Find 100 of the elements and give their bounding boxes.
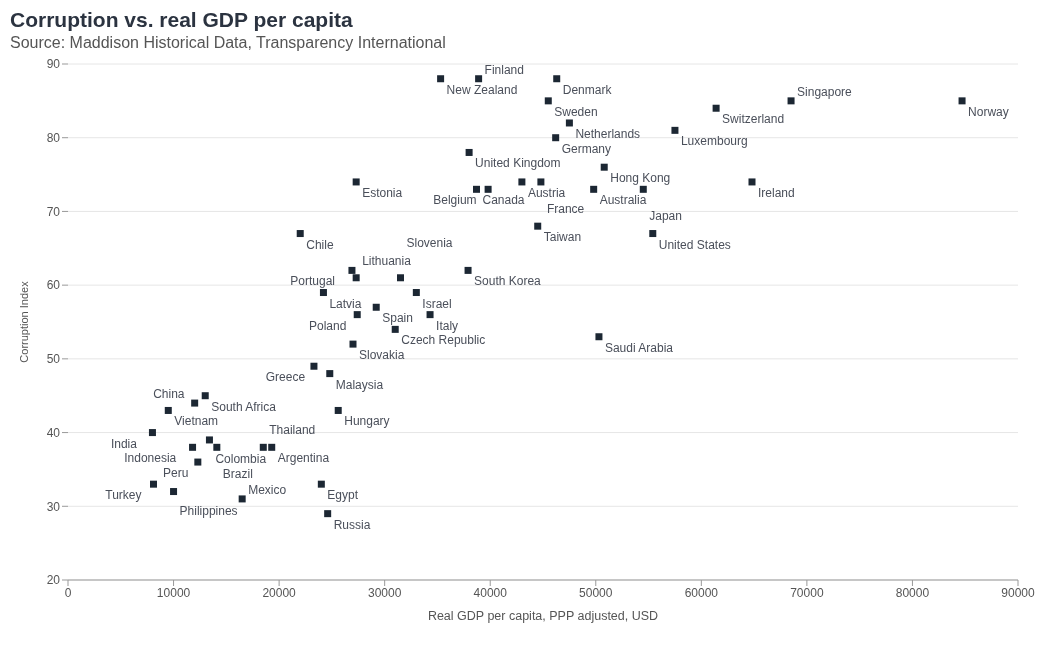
point	[464, 266, 472, 274]
point	[353, 311, 361, 319]
annotation: Hong Kong	[610, 171, 671, 186]
point	[426, 311, 434, 319]
chart-subtitle: Source: Maddison Historical Data, Transparency International	[10, 34, 447, 52]
annotation: Colombia	[215, 451, 267, 466]
annotation: Malaysia	[335, 377, 384, 392]
annotation: New Zealand	[446, 82, 518, 97]
x-axis-title: Real GDP per capita, PPP adjusted, USD	[427, 609, 659, 623]
point	[164, 406, 172, 414]
y-tick-label: 50	[46, 352, 61, 367]
annotation: Sweden	[554, 104, 598, 119]
annotation: Netherlands	[575, 126, 641, 141]
x-tick-label: 70000	[790, 585, 824, 600]
point	[348, 266, 356, 274]
annotation: Brazil	[222, 467, 253, 482]
y-tick-label: 20	[46, 573, 61, 588]
point	[324, 510, 332, 518]
point	[397, 274, 404, 282]
point	[712, 104, 720, 112]
y-tick-label: 80	[46, 130, 61, 145]
annotation: United States	[658, 237, 731, 252]
annotation: Hungary	[344, 414, 390, 429]
y-tick-label: 60	[46, 278, 61, 293]
annotation: Thailand	[269, 423, 316, 438]
x-tick-label: 20000	[262, 585, 297, 600]
point	[296, 230, 304, 238]
annotation: Germany	[561, 141, 612, 156]
annotation: Peru	[163, 466, 189, 481]
annotation: India	[110, 436, 138, 451]
annotation: Denmark	[562, 82, 613, 97]
point	[639, 185, 647, 193]
point	[319, 289, 327, 297]
x-tick-label: 0	[64, 585, 72, 600]
point	[170, 488, 178, 496]
point	[590, 185, 598, 193]
point	[552, 134, 560, 142]
point	[537, 178, 545, 186]
point	[317, 480, 325, 488]
annotation: Belgium	[433, 193, 477, 208]
y-tick-label: 40	[46, 425, 61, 440]
point	[484, 185, 492, 193]
annotation: Norway	[968, 104, 1009, 119]
annotation: Czech Republic	[401, 333, 486, 348]
point	[649, 230, 657, 238]
chart-title: Corruption vs. real GDP per capita	[10, 8, 354, 32]
annotation: Singapore	[797, 84, 853, 99]
point	[600, 163, 608, 171]
annotation: Poland	[309, 318, 347, 333]
point	[352, 178, 360, 186]
annotation: Italy	[436, 318, 459, 333]
point	[534, 222, 542, 230]
x-tick-label: 30000	[367, 585, 402, 600]
annotation: South Africa	[211, 399, 277, 414]
annotation: Taiwan	[543, 230, 582, 245]
annotation: Egypt	[327, 488, 359, 503]
annotation: Slovakia	[359, 348, 405, 363]
point	[475, 75, 483, 83]
annotation: Finland	[484, 62, 524, 77]
point	[201, 392, 209, 400]
point	[194, 458, 202, 466]
point	[259, 443, 267, 451]
point	[268, 443, 276, 451]
annotation: Philippines	[179, 503, 238, 518]
annotation: France	[546, 201, 585, 216]
point	[544, 97, 552, 105]
point	[473, 185, 480, 193]
point	[238, 495, 246, 503]
point	[671, 126, 679, 134]
point	[787, 97, 795, 105]
point	[412, 289, 420, 297]
x-tick-label: 40000	[473, 585, 508, 600]
annotation: Saudi Arabia	[604, 340, 674, 355]
annotation: Mexico	[248, 482, 287, 497]
point	[437, 75, 445, 83]
annotation: Chile	[306, 237, 334, 252]
annotation: Israel	[422, 296, 452, 311]
point	[958, 97, 966, 105]
point	[191, 399, 199, 407]
point	[391, 325, 399, 333]
point	[326, 370, 334, 378]
point	[372, 303, 380, 311]
annotation: Australia	[599, 193, 647, 208]
annotation: Switzerland	[722, 112, 785, 127]
point	[189, 443, 197, 451]
annotation: Latvia	[329, 296, 362, 311]
point	[595, 333, 603, 341]
annotation: Greece	[265, 370, 306, 385]
y-tick-label: 70	[46, 204, 61, 219]
x-tick-label: 60000	[684, 585, 719, 600]
point	[205, 436, 213, 444]
point	[748, 178, 756, 186]
annotation: Canada	[482, 193, 525, 208]
annotation: Ireland	[758, 185, 795, 200]
point	[150, 480, 157, 488]
annotation: Slovenia	[406, 235, 453, 250]
annotation: Indonesia	[124, 451, 177, 466]
point	[148, 429, 156, 437]
annotation: Portugal	[290, 274, 336, 289]
annotation: Austria	[527, 185, 566, 200]
